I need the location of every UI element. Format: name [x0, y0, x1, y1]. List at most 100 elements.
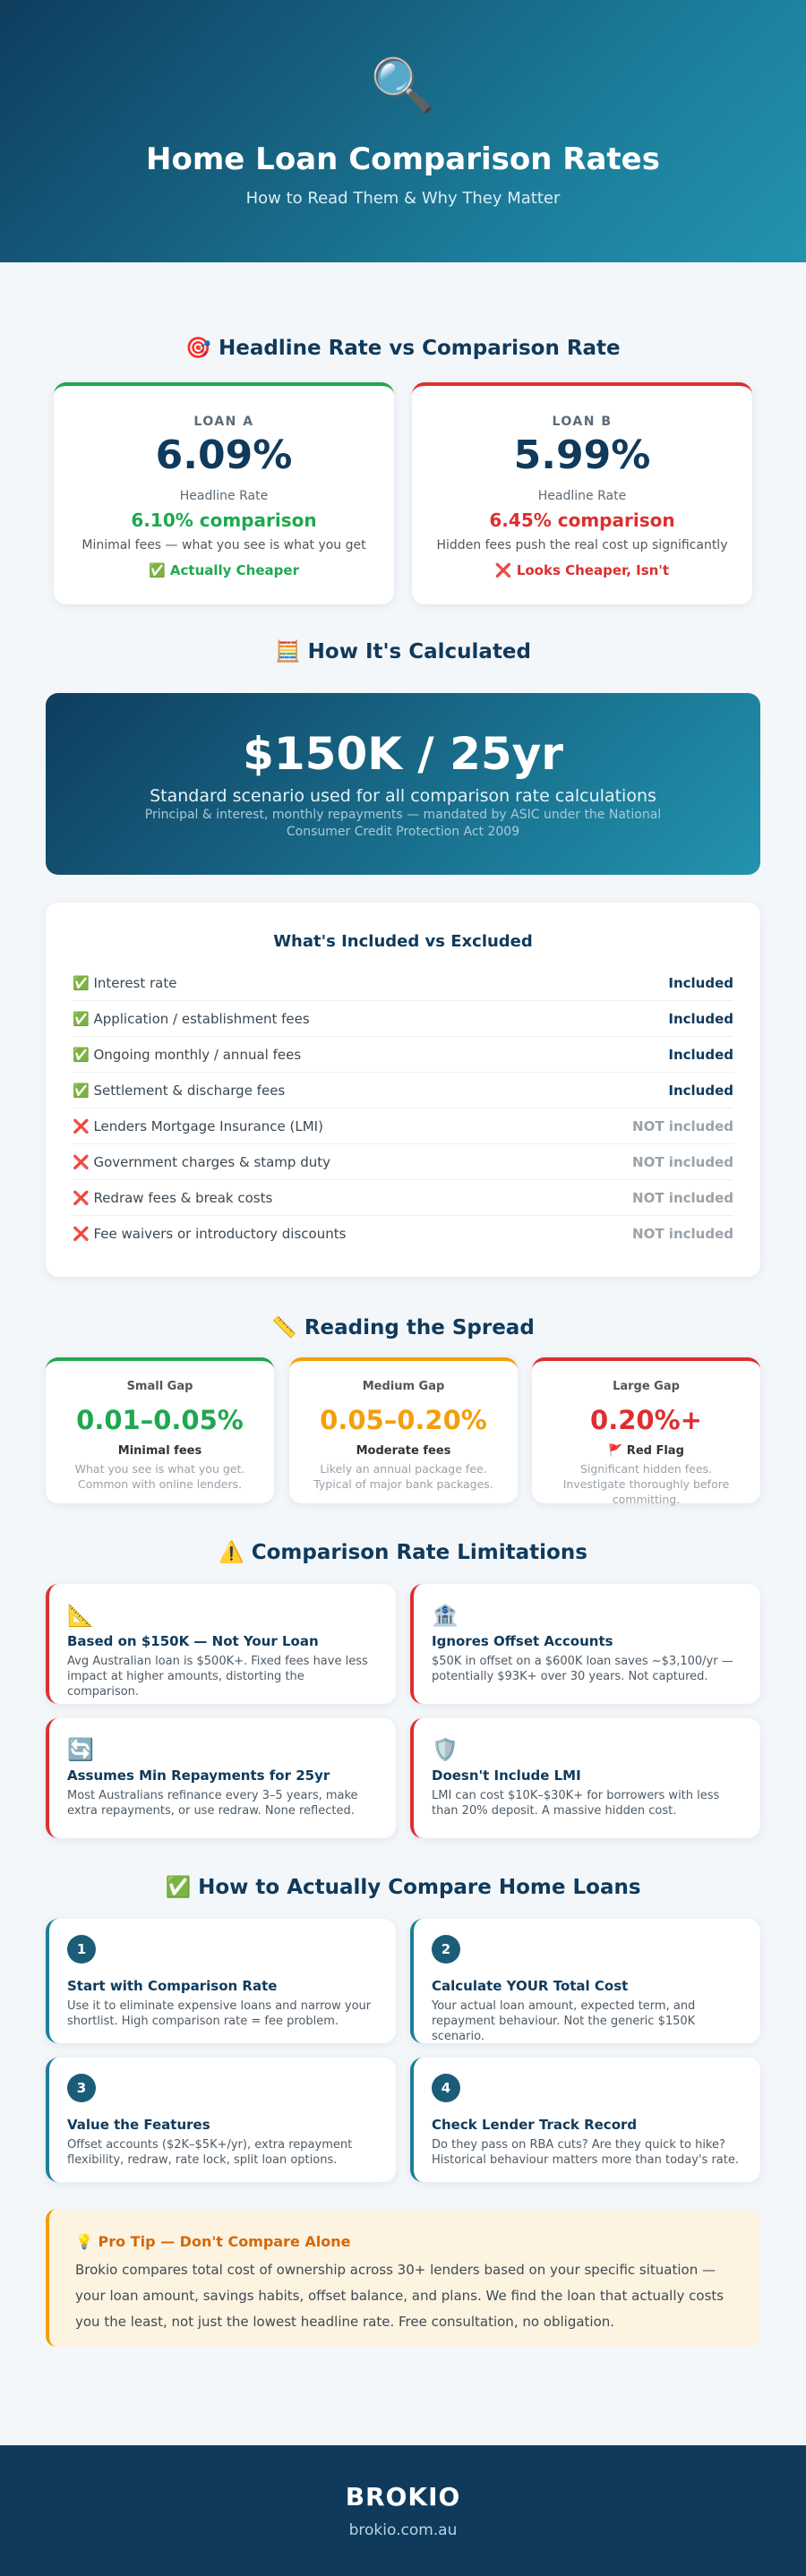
step-title: Start with Comparison Rate: [67, 1978, 278, 1994]
section-heading: 🧮 How It's Calculated: [275, 640, 531, 663]
fee-status: Included: [668, 1082, 733, 1099]
headline-rate: 6.09%: [155, 432, 293, 478]
inclusion-table: What's Included vs Excluded ✅ Interest r…: [46, 903, 760, 1277]
limitation-title: Ignores Offset Accounts: [432, 1633, 613, 1649]
step-text: Use it to eliminate expensive loans and …: [67, 1999, 372, 2028]
headline-rate: 5.99%: [513, 432, 651, 478]
section-heading: 📏 Reading the Spread: [271, 1316, 535, 1339]
section-heading: 🎯 Headline Rate vs Comparison Rate: [185, 337, 621, 360]
limitation-title: Doesn't Include LMI: [432, 1767, 581, 1784]
fee-item: ❌ Government charges & stamp duty: [73, 1153, 330, 1170]
limitation-icon: 📐: [67, 1603, 94, 1628]
limitation-card: 🛡️ Doesn't Include LMI LMI can cost $10K–$…: [410, 1718, 760, 1838]
table-row: ✅ Application / establishment fees Includ…: [73, 1001, 733, 1037]
table-row: ✅ Settlement & discharge fees Included: [73, 1073, 733, 1108]
calc-figure: $150K / 25yr: [243, 728, 563, 780]
fee-item: ❌ Lenders Mortgage Insurance (LMI): [73, 1117, 323, 1134]
gap-label: Large Gap: [613, 1380, 680, 1393]
header: 🔍 Home Loan Comparison Rates How to Read…: [0, 0, 806, 262]
loan-card: LOAN B 5.99% Headline Rate 6.45% comparison…: [412, 382, 752, 604]
fee-item: ❌ Fee waivers or introductory discounts: [73, 1226, 347, 1242]
step-number: 4: [432, 2074, 460, 2102]
spread-card: Small Gap 0.01–0.05% Minimal fees What you …: [46, 1357, 274, 1503]
limitation-text: $50K in offset on a $600K loan saves ~$3…: [432, 1655, 733, 1683]
rate-caption: Headline Rate: [179, 489, 269, 503]
limitation-card: 🔄 Assumes Min Repayments for 25yr Most Aus…: [46, 1718, 396, 1838]
loan-card: LOAN A 6.09% Headline Rate 6.10% comparison…: [54, 382, 394, 604]
loan-note: Minimal fees — what you see is what you …: [81, 538, 366, 552]
table-row: ❌ Government charges & stamp duty NOT inc…: [73, 1144, 733, 1180]
step-number: 1: [67, 1935, 96, 1964]
fee-status: Included: [668, 1046, 733, 1063]
gap-range: 0.20%+: [590, 1405, 702, 1435]
loan-verdict: ❌ Looks Cheaper, Isn't: [494, 562, 670, 578]
limitation-text: Most Australians refinance every 3–5 yea…: [67, 1789, 358, 1818]
limitation-card: 📐 Based on $150K — Not Your Loan Avg Austr…: [46, 1584, 396, 1704]
limitation-text: Avg Australian loan is $500K+. Fixed fee…: [67, 1655, 368, 1699]
footer-brand: BROKIO: [345, 2482, 461, 2512]
rate-caption: Headline Rate: [537, 489, 627, 503]
step-card: 3 Value the Features Offset accounts ($2K–…: [46, 2058, 396, 2182]
fee-item: ✅ Application / establishment fees: [73, 1010, 310, 1027]
loan-label: LOAN A: [193, 415, 254, 429]
gap-caption: Moderate fees: [356, 1444, 451, 1458]
gap-range: 0.01–0.05%: [76, 1405, 244, 1435]
calc-detail: Principal & interest, monthly repayments…: [144, 808, 662, 839]
gap-range: 0.05–0.20%: [320, 1405, 487, 1435]
step-card: 4 Check Lender Track Record Do they pass o…: [410, 2058, 760, 2182]
gap-note: Significant hidden fees. Investigate tho…: [562, 1462, 730, 1506]
fee-status: NOT included: [632, 1189, 733, 1206]
loan-note: Hidden fees push the real cost up signif…: [436, 538, 728, 552]
step-number: 2: [432, 1935, 460, 1964]
step-card: 1 Start with Comparison Rate Use it to eli…: [46, 1919, 396, 2043]
pro-tip: 💡 Pro Tip — Don't Compare Alone Brokio c…: [46, 2209, 760, 2347]
fee-item: ✅ Settlement & discharge fees: [73, 1082, 286, 1099]
gap-note: Likely an annual package fee. Typical of…: [313, 1462, 493, 1491]
table-row: ❌ Redraw fees & break costs NOT included: [73, 1180, 733, 1216]
fee-status: Included: [668, 1010, 733, 1027]
gap-caption: Minimal fees: [117, 1444, 202, 1458]
step-title: Value the Features: [67, 2117, 210, 2133]
limitation-title: Assumes Min Repayments for 25yr: [67, 1767, 330, 1784]
calc-caption: Standard scenario used for all compariso…: [150, 786, 656, 806]
fee-item: ❌ Redraw fees & break costs: [73, 1189, 273, 1206]
step-title: Calculate YOUR Total Cost: [432, 1978, 629, 1994]
table-row: ✅ Interest rate Included: [73, 965, 733, 1001]
limitation-icon: 🛡️: [432, 1737, 459, 1762]
loan-verdict: ✅ Actually Cheaper: [149, 562, 299, 578]
page-subtitle: How to Read Them & Why They Matter: [245, 189, 561, 208]
limitation-text: LMI can cost $10K–$30K+ for borrowers wi…: [432, 1789, 720, 1818]
step-title: Check Lender Track Record: [432, 2117, 638, 2133]
calc-banner: $150K / 25yr Standard scenario used for …: [46, 693, 760, 875]
step-text: Do they pass on RBA cuts? Are they quick…: [432, 2138, 739, 2167]
loan-label: LOAN B: [552, 415, 613, 429]
header-icon: 🔍: [370, 55, 436, 116]
page-title: Home Loan Comparison Rates: [146, 141, 660, 177]
footer-url[interactable]: brokio.com.au: [348, 2521, 458, 2539]
limitation-icon: 🏦: [432, 1603, 459, 1628]
step-card: 2 Calculate YOUR Total Cost Your actual lo…: [410, 1919, 760, 2043]
spread-card: Medium Gap 0.05–0.20% Moderate fees Likely …: [289, 1357, 518, 1503]
table-row: ✅ Ongoing monthly / annual fees Included: [73, 1037, 733, 1073]
fee-status: NOT included: [632, 1153, 733, 1170]
tip-title: 💡 Pro Tip — Don't Compare Alone: [75, 2233, 351, 2250]
fee-status: NOT included: [632, 1117, 733, 1134]
comparison-rate: 6.45% comparison: [489, 509, 675, 531]
gap-label: Medium Gap: [362, 1380, 445, 1393]
fee-status: Included: [668, 974, 733, 991]
table-title: What's Included vs Excluded: [273, 932, 533, 951]
fee-item: ✅ Ongoing monthly / annual fees: [73, 1046, 302, 1063]
comparison-rate: 6.10% comparison: [131, 509, 317, 531]
fee-item: ✅ Interest rate: [73, 974, 177, 991]
table-row: ❌ Fee waivers or introductory discounts N…: [73, 1216, 733, 1252]
spread-card: Large Gap 0.20%+ 🚩 Red Flag Significant hid…: [532, 1357, 760, 1506]
step-text: Your actual loan amount, expected term, …: [432, 1999, 696, 2043]
gap-caption: 🚩 Red Flag: [608, 1444, 684, 1458]
step-text: Offset accounts ($2K–$5K+/yr), extra rep…: [67, 2138, 353, 2167]
gap-label: Small Gap: [126, 1380, 193, 1393]
tip-text: Brokio compares total cost of ownership …: [75, 2262, 725, 2330]
limitation-title: Based on $150K — Not Your Loan: [67, 1633, 319, 1649]
limitation-icon: 🔄: [67, 1737, 94, 1762]
section-heading: ✅ How to Actually Compare Home Loans: [165, 1876, 641, 1899]
